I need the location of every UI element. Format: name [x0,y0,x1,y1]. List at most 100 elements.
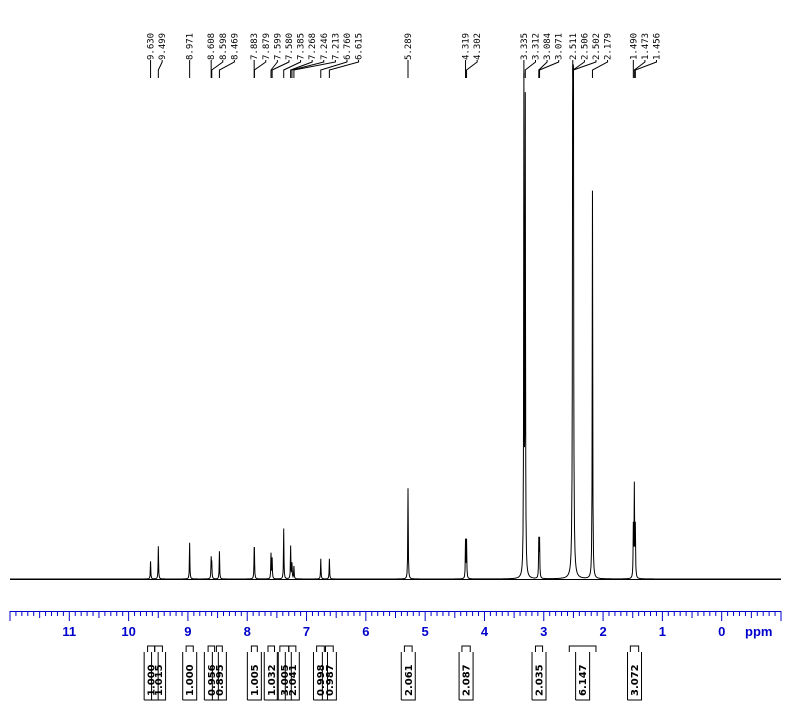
spectrum-trace [10,64,781,580]
integral-value-box [400,652,416,701]
peak-shift-label: 2.179 [604,33,614,60]
peak-leader-line [211,60,224,78]
integral-value-label: 3.072 [630,664,641,696]
integral-value-label: 1.000 [147,664,158,696]
integral-bracket [215,645,223,652]
peak-shift-label: 9.499 [158,33,168,60]
integral-value-label: 1.005 [250,664,261,696]
peak-shift-label: 3.071 [555,33,565,60]
integral-value-box [575,652,591,701]
axis-tick-label: 4 [481,624,489,639]
integral-value-box [284,652,300,701]
peak-shift-label: 9.630 [147,33,157,60]
peak-leader-line [293,60,336,78]
integral-bracket [267,645,276,652]
peak-shift-label: 7.213 [331,33,341,60]
integral-value-label: 0.895 [215,664,226,696]
integral-bracket [629,645,640,652]
integral-bracket [147,645,156,652]
peak-leader-line [524,60,536,78]
peak-shift-label: 4.302 [473,33,483,60]
integral-value-label: 0.987 [325,664,336,696]
peak-leader-line [291,60,325,78]
peak-leader-line [157,60,163,78]
peak-shift-label: 2.511 [569,33,579,60]
integral-bracket [207,645,216,652]
integral-value-label: 1.015 [154,664,165,696]
spectrum-layer [10,64,781,580]
integral-bracket [185,645,194,652]
axis-tick-label: 5 [422,624,429,639]
axis-tick-label: 1 [659,624,666,639]
integral-value-box [321,652,337,701]
integral-bracket [403,645,413,652]
peak-leader-line [633,60,646,78]
peak-shift-label: 5.289 [404,33,414,60]
peak-shift-label: 7.246 [320,33,330,60]
peak-shift-label: 2.502 [592,33,602,60]
peak-shift-label: 1.456 [653,33,663,60]
axis-tick-label: 10 [121,624,135,639]
peak-shift-label: 1.473 [641,33,651,60]
integral-value-label: 2.087 [462,664,473,696]
peak-shift-label: 7.599 [273,33,283,60]
integral-value-label: 2.061 [404,664,415,696]
integral-value-label: 1.032 [267,664,278,696]
integral-bracket [568,645,597,652]
integral-bracket [534,645,544,652]
axis-tick-label: 11 [62,624,76,639]
integral-value-label: 2.035 [535,664,546,696]
peak-shift-label: 8.971 [186,33,196,60]
integral-value-box [627,652,643,701]
integral-value-box [246,652,262,701]
integral-value-label: 1.000 [185,664,196,696]
integral-bracket [250,645,258,652]
peak-shift-label: 8.598 [219,33,229,60]
axis-tick-label: 2 [599,624,606,639]
peak-shift-label: 1.490 [629,33,639,60]
integral-value-label: 0.998 [316,664,327,696]
peak-leader-line [253,60,267,78]
peak-shift-label: 6.615 [355,33,365,60]
peak-shift-label: 7.879 [262,33,272,60]
peak-leader-line [271,60,290,78]
axis-tick-label: 7 [303,624,310,639]
peak-shift-label: 7.385 [297,33,307,60]
peak-leader-line [634,60,658,78]
peak-leader-line [591,60,609,78]
integral-bracket [279,645,290,652]
peak-shift-label: 3.335 [520,33,530,60]
peak-leader-line [283,60,302,78]
peak-leader-line [328,60,360,78]
axis-tick-label: 3 [540,624,547,639]
integral-value-label: 6.147 [578,664,589,696]
peak-shift-label: 8.469 [230,33,240,60]
integral-value-box [182,652,198,701]
integral-value-box [151,652,167,701]
peak-leader-line [538,60,548,78]
integral-value-box [458,652,474,701]
integral-bracket [325,645,334,652]
peak-shift-label: 2.506 [580,33,590,60]
integral-bracket [154,645,163,652]
peak-shift-label: 7.580 [285,33,295,60]
peak-shift-label: 3.312 [532,33,542,60]
axis-tick-label: 8 [244,624,251,639]
peak-leader-line [539,60,560,78]
integral-value-box [211,652,227,701]
peak-leader-line [270,60,278,78]
peak-leader-line [218,60,235,78]
peak-shift-label: 7.268 [308,33,318,60]
axis-tick-label: 6 [362,624,369,639]
peak-shift-label: 8.608 [207,33,217,60]
peak-leader-line [466,60,478,78]
peak-leader-line [320,60,348,78]
axis-unit-label: ppm [745,624,772,639]
integral-bracket [461,645,471,652]
ppm-axis: ppm 11 10 9 8 7 6 5 4 3 2 1 0 [9,611,782,639]
peak-label-layer: 9.630 9.499 8.971 8.608 8.598 8.469 7.883 7.879… [147,33,663,78]
peak-shift-label: 3.084 [543,33,553,60]
integral-value-label: 2.041 [288,664,299,696]
